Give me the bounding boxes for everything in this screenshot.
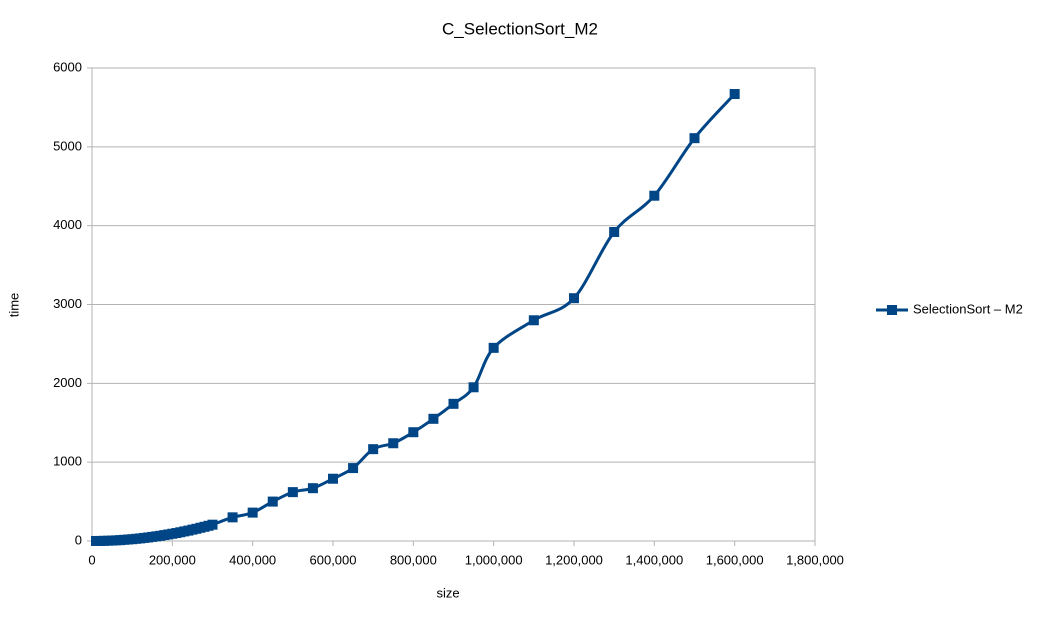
y-tick-label: 2000 [53,375,82,390]
data-point [247,507,258,518]
legend-label: SelectionSort – M2 [913,301,1023,316]
data-point [328,473,338,484]
legend-marker [887,305,897,315]
y-axis-label: time [6,293,21,318]
x-tick-label: 200,000 [149,552,196,567]
data-point [227,512,238,523]
data-point [428,413,439,424]
x-tick-label: 800,000 [390,552,437,567]
x-tick-label: 600,000 [310,552,357,567]
data-point [368,444,379,455]
y-tick-label: 3000 [53,296,82,311]
y-tick-label: 1000 [53,454,82,469]
data-point [468,382,479,393]
data-point [348,463,359,474]
data-point [528,315,539,326]
data-point [649,190,660,201]
data-point [488,342,499,353]
x-axis-label: size [436,585,459,600]
y-tick-label: 4000 [53,217,82,232]
data-point [267,496,278,507]
x-tick-label: 1,600,000 [706,552,764,567]
data-point [569,293,579,304]
data-point [689,133,700,144]
data-point [307,483,318,494]
y-tick-label: 0 [75,532,82,547]
data-point [388,438,399,449]
chart-title: C_SelectionSort_M2 [442,19,598,38]
x-tick-label: 1,800,000 [786,552,844,567]
plot-frame [91,67,816,542]
y-tick-label: 5000 [53,138,82,153]
data-point [287,487,298,498]
data-point [408,427,419,438]
data-point [448,398,459,409]
x-tick-label: 0 [88,552,95,567]
x-tick-label: 1,200,000 [545,552,603,567]
x-tick-label: 1,000,000 [465,552,523,567]
x-tick-label: 1,400,000 [625,552,683,567]
data-point [609,226,620,237]
data-point [207,519,218,530]
x-tick-label: 400,000 [229,552,276,567]
y-tick-label: 6000 [53,59,82,74]
data-point [729,89,740,100]
